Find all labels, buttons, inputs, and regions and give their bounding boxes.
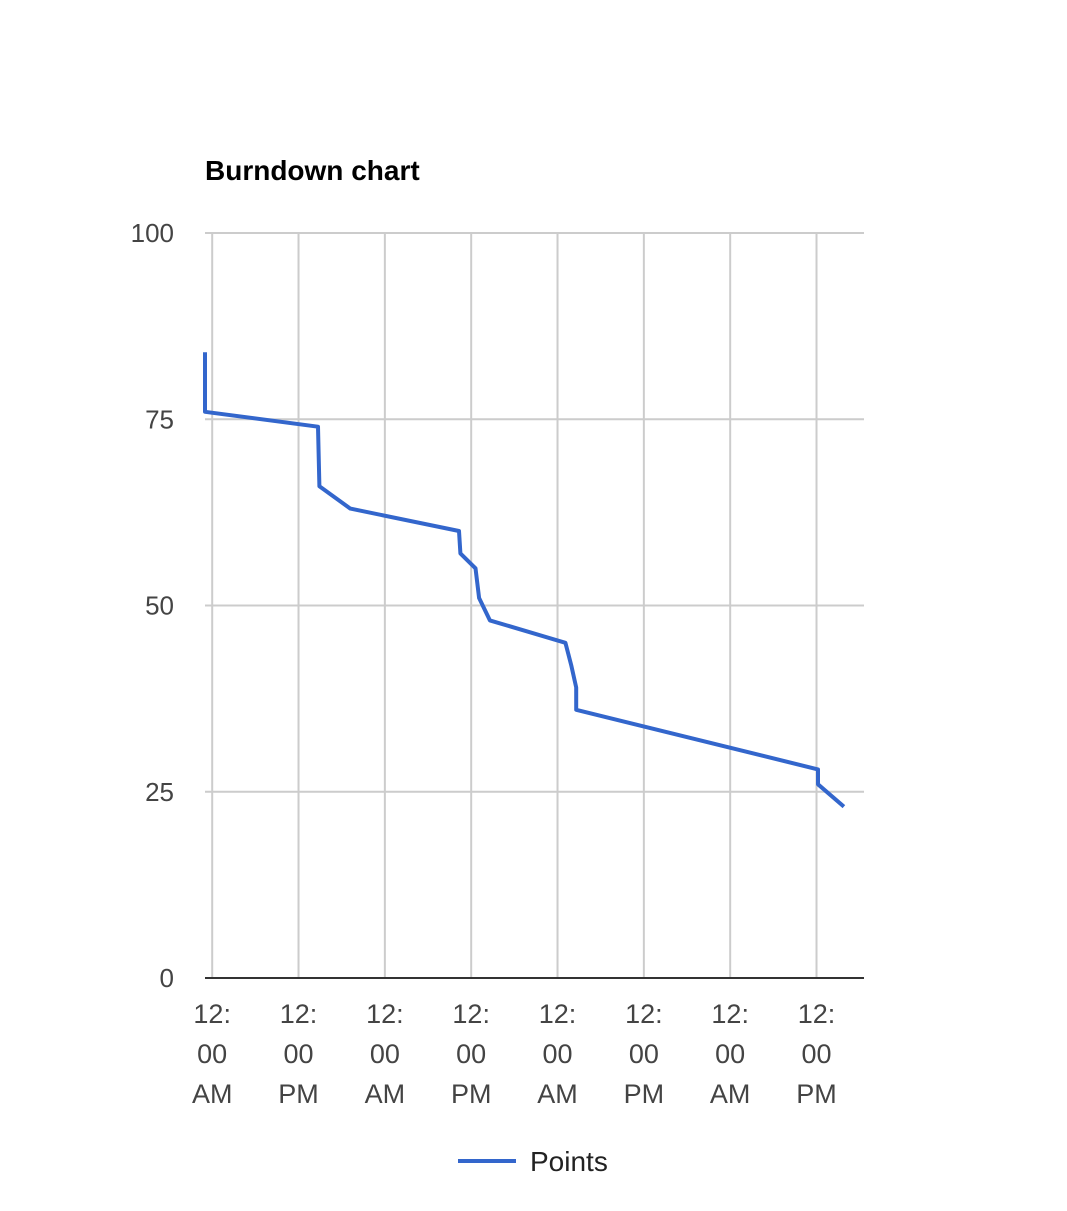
y-axis: 0 25 50 75 100 bbox=[131, 218, 174, 993]
x-tick-label: 00 bbox=[456, 1039, 486, 1069]
y-tick-label: 50 bbox=[145, 591, 174, 621]
series-line-points bbox=[203, 352, 846, 809]
x-tick-label: PM bbox=[451, 1079, 492, 1109]
x-tick-label: 00 bbox=[715, 1039, 745, 1069]
chart-title: Burndown chart bbox=[205, 155, 420, 186]
y-tick-label: 75 bbox=[145, 404, 174, 434]
x-tick-label: 12: bbox=[452, 999, 490, 1029]
x-axis: 12: 00 AM 12: 00 PM 12: 00 AM 12: 00 PM 12: 00 AM 12: 00… bbox=[192, 977, 864, 1109]
y-tick-label: 0 bbox=[160, 963, 174, 993]
x-tick-label: 12: bbox=[711, 999, 749, 1029]
x-tick-label: 00 bbox=[801, 1039, 831, 1069]
x-tick-label: AM bbox=[192, 1079, 233, 1109]
x-tick-label: AM bbox=[537, 1079, 578, 1109]
legend-label-points: Points bbox=[530, 1146, 608, 1177]
x-tick-label: AM bbox=[710, 1079, 751, 1109]
x-tick-label: PM bbox=[796, 1079, 837, 1109]
x-tick-label: 12: bbox=[798, 999, 836, 1029]
series-layer bbox=[203, 352, 846, 809]
x-tick-label: 12: bbox=[539, 999, 577, 1029]
x-tick-label: 12: bbox=[625, 999, 663, 1029]
x-tick-label: 00 bbox=[370, 1039, 400, 1069]
x-tick-label: PM bbox=[624, 1079, 665, 1109]
x-tick-label: 12: bbox=[366, 999, 404, 1029]
x-tick-label: 00 bbox=[284, 1039, 314, 1069]
x-tick-label: 00 bbox=[542, 1039, 572, 1069]
x-tick-label: 00 bbox=[629, 1039, 659, 1069]
x-tick-label: 12: bbox=[193, 999, 231, 1029]
y-tick-label: 100 bbox=[131, 218, 174, 248]
x-tick-label: PM bbox=[278, 1079, 319, 1109]
legend: Points bbox=[458, 1146, 608, 1177]
y-tick-label: 25 bbox=[145, 777, 174, 807]
gridlines bbox=[205, 232, 864, 978]
x-tick-label: 12: bbox=[280, 999, 318, 1029]
x-tick-label: AM bbox=[365, 1079, 406, 1109]
x-tick-label: 00 bbox=[197, 1039, 227, 1069]
